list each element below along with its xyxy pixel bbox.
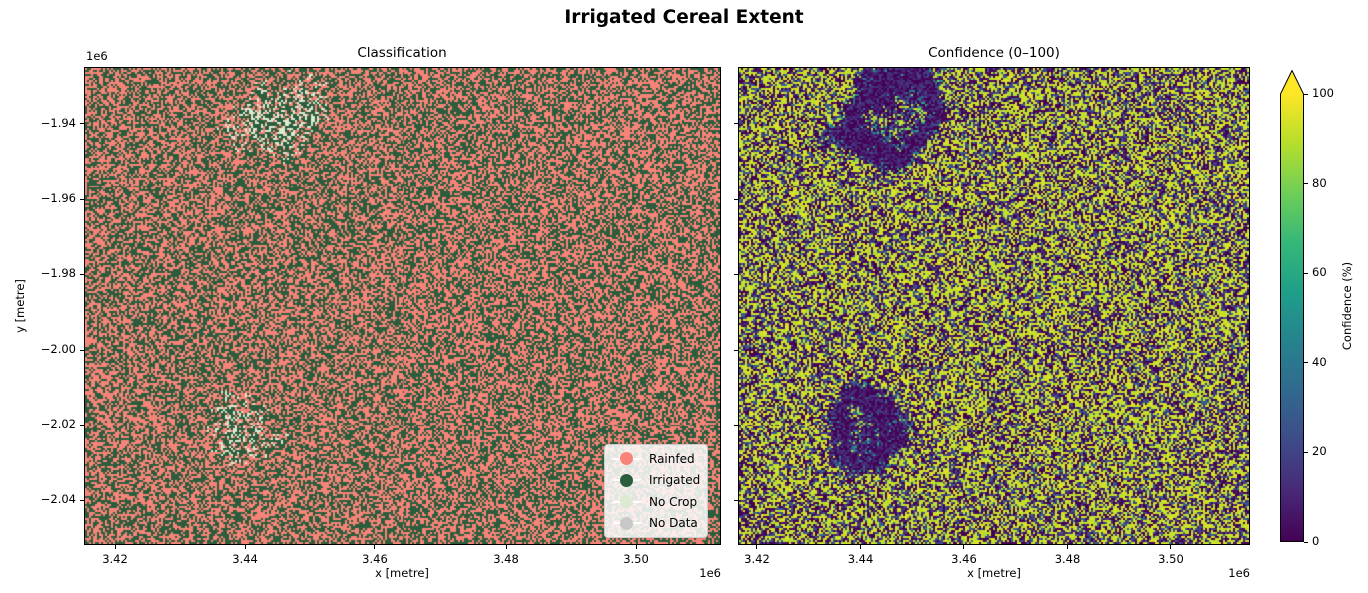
- x-tick-label: 3.46: [951, 552, 977, 566]
- y-axis-offset-text: 1e6: [86, 49, 108, 63]
- y-tick-mark: [80, 123, 84, 125]
- x-axis-label-left: x [metre]: [375, 566, 429, 580]
- colorbar-tick-label: 40: [1312, 354, 1327, 369]
- x-tick-mark: [860, 545, 862, 549]
- x-tick-mark: [1067, 545, 1069, 549]
- x-tick-label: 3.44: [847, 552, 874, 566]
- x-tick-mark: [635, 545, 637, 549]
- colorbar-tick-label: 100: [1312, 86, 1334, 100]
- y-tick-mark: [734, 123, 738, 125]
- legend-marker-handle: [612, 495, 642, 509]
- x-tick-label: 3.42: [744, 552, 770, 566]
- colorbar-tick-mark: [1304, 541, 1308, 543]
- colorbar-tick-label: 20: [1312, 444, 1327, 459]
- y-axis-label: y [metre]: [13, 279, 27, 333]
- x-tick-label: 3.48: [1054, 552, 1081, 566]
- legend-label: No Data: [649, 516, 698, 531]
- x-axis-label-right: x [metre]: [967, 566, 1021, 580]
- legend-entry: Rainfed: [605, 449, 707, 469]
- x-axis-offset-text-left: 1e6: [699, 566, 721, 580]
- legend-entry: No Crop: [605, 492, 707, 512]
- colorbar-tick-mark: [1304, 451, 1308, 453]
- confidence-map-canvas: [739, 68, 1249, 544]
- y-tick-label: −2.00: [40, 342, 76, 357]
- x-tick-mark: [114, 545, 116, 549]
- colorbar-label: Confidence (%): [1340, 261, 1354, 351]
- legend-marker-handle: [612, 516, 642, 530]
- legend-entry: No Data: [605, 513, 707, 533]
- y-tick-label: −1.98: [40, 266, 76, 281]
- y-tick-mark: [80, 499, 84, 501]
- legend: Rainfed Irrigated No Crop No Data: [604, 444, 708, 538]
- classification-panel: Rainfed Irrigated No Crop No Data: [84, 67, 721, 545]
- y-tick-mark: [734, 273, 738, 275]
- legend-entry: Irrigated: [605, 470, 707, 490]
- x-tick-label: 3.48: [493, 552, 519, 566]
- y-tick-mark: [734, 198, 738, 200]
- x-tick-label: 3.44: [232, 552, 258, 566]
- y-tick-label: −2.02: [40, 417, 76, 432]
- y-tick-mark: [734, 499, 738, 501]
- x-tick-label: 3.46: [362, 552, 388, 566]
- y-tick-label: −1.94: [40, 115, 76, 130]
- colorbar-arrow-bar: [1280, 70, 1304, 542]
- confidence-title: Confidence (0–100): [928, 45, 1060, 61]
- legend-marker-handle: [612, 473, 642, 487]
- figure-title: Irrigated Cereal Extent: [564, 7, 804, 28]
- x-tick-mark: [963, 545, 965, 549]
- x-axis-offset-text-right: 1e6: [1228, 566, 1250, 580]
- x-tick-mark: [244, 545, 246, 549]
- legend-marker-handle: [612, 452, 642, 466]
- colorbar-tick-label: 0: [1312, 534, 1320, 548]
- colorbar-tick-mark: [1304, 272, 1308, 274]
- x-tick-label: 3.50: [1158, 552, 1184, 566]
- y-tick-mark: [734, 349, 738, 351]
- x-tick-mark: [756, 545, 758, 549]
- legend-marker-no-crop: [620, 495, 633, 509]
- colorbar-tick-mark: [1304, 362, 1308, 364]
- x-tick-label: 3.50: [623, 552, 649, 566]
- x-tick-mark: [505, 545, 507, 549]
- legend-label: No Crop: [649, 494, 698, 509]
- classification-title: Classification: [357, 45, 447, 61]
- y-tick-mark: [80, 273, 84, 275]
- y-tick-label: −1.96: [40, 191, 76, 206]
- y-tick-mark: [80, 424, 84, 426]
- y-tick-mark: [734, 424, 738, 426]
- y-tick-label: −2.04: [40, 492, 76, 507]
- legend-marker-irrigated: [620, 473, 633, 487]
- colorbar-tick-label: 60: [1312, 265, 1327, 280]
- y-tick-mark: [80, 198, 84, 200]
- legend-marker-rainfed: [620, 452, 633, 466]
- colorbar-tick-mark: [1304, 93, 1308, 95]
- y-tick-mark: [80, 349, 84, 351]
- x-tick-mark: [1170, 545, 1172, 549]
- colorbar-tick-label: 80: [1312, 175, 1327, 190]
- colorbar: [1280, 70, 1304, 542]
- x-tick-mark: [374, 545, 376, 549]
- x-tick-label: 3.42: [102, 552, 128, 566]
- legend-label: Rainfed: [649, 451, 695, 466]
- colorbar-tick-mark: [1304, 183, 1308, 185]
- legend-marker-no-data: [620, 516, 633, 530]
- confidence-panel: [738, 67, 1250, 545]
- legend-label: Irrigated: [649, 473, 701, 488]
